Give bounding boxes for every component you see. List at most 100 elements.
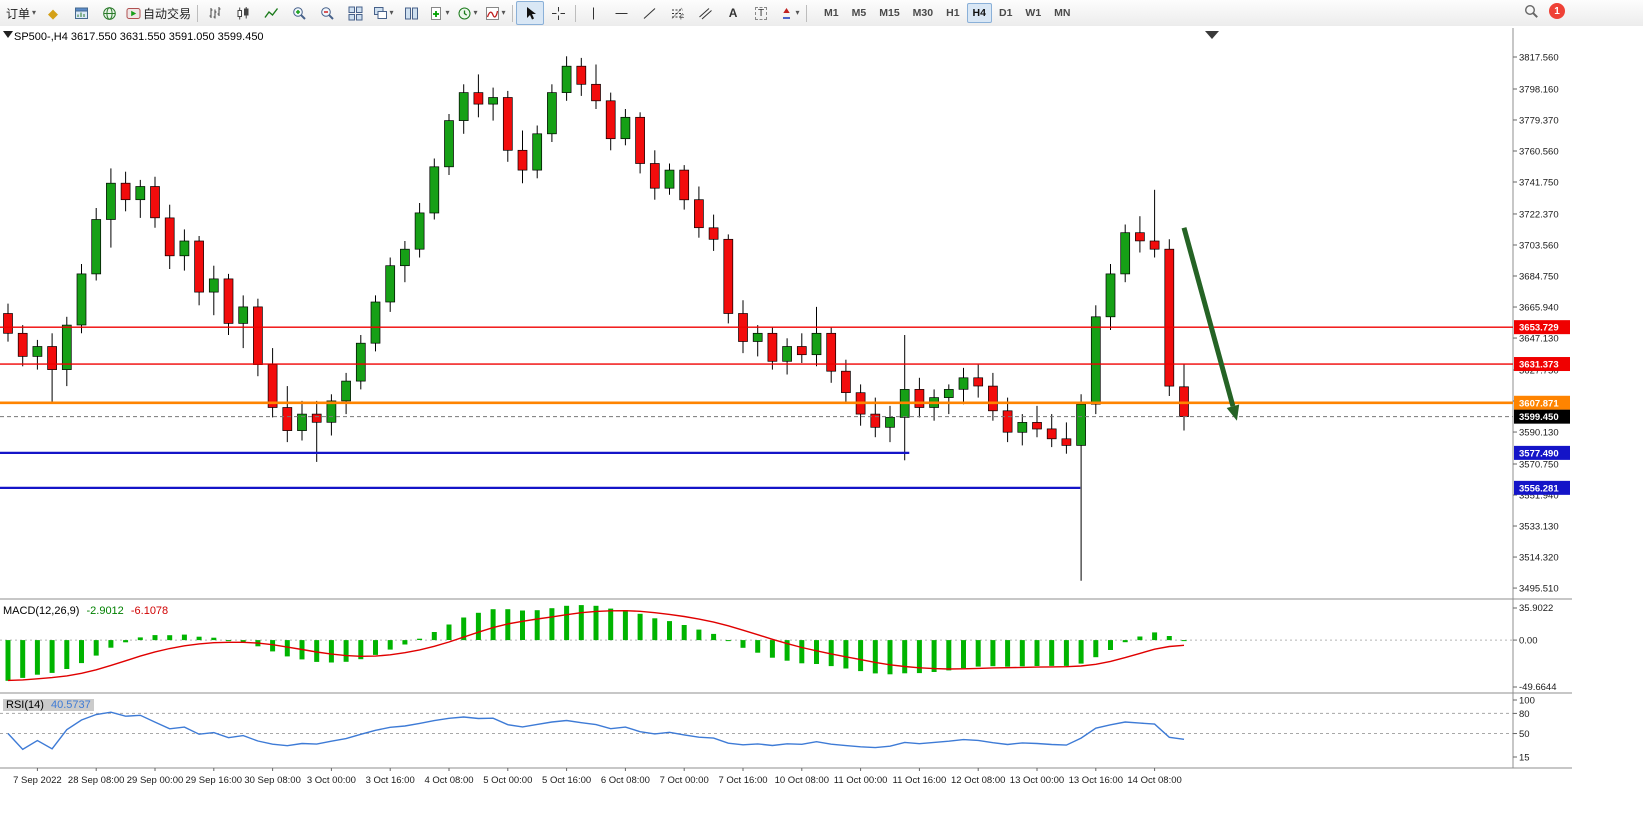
channel-button[interactable] <box>691 1 719 25</box>
clock-icon <box>458 7 471 19</box>
svg-text:5 Oct 16:00: 5 Oct 16:00 <box>542 775 591 786</box>
crosshair-icon <box>551 6 565 20</box>
svg-text:3647.130: 3647.130 <box>1519 334 1559 345</box>
caret-down-icon: ▾ <box>389 8 394 17</box>
svg-text:3722.370: 3722.370 <box>1519 209 1559 220</box>
svg-text:11 Oct 16:00: 11 Oct 16:00 <box>893 775 947 786</box>
cursor-button[interactable] <box>516 1 545 25</box>
indicators-button[interactable]: ▾ <box>481 1 509 25</box>
zoom-in-icon <box>292 6 306 20</box>
tile-vertical-button[interactable] <box>397 1 425 25</box>
svg-text:3665.940: 3665.940 <box>1519 303 1559 314</box>
cascade-windows-button[interactable]: ▾ <box>369 1 397 25</box>
tile-windows-button[interactable] <box>341 1 369 25</box>
time-axis[interactable]: 7 Sep 2022 28 Sep 08:00 29 Sep 00:00 29 Sep… <box>13 768 1182 786</box>
zoom-in-button[interactable] <box>285 1 313 25</box>
toolbar-separator <box>806 4 808 22</box>
candlestick-chart-button[interactable] <box>229 1 257 25</box>
fibonacci-button[interactable]: F <box>663 1 691 25</box>
timeframe-h4[interactable]: H4 <box>966 3 992 23</box>
chart-area[interactable]: 3817.560 3798.160 3779.370 3760.560 3741.750… <box>0 26 1643 821</box>
clock-button[interactable]: ▾ <box>453 1 481 25</box>
svg-text:4 Oct 08:00: 4 Oct 08:00 <box>424 775 473 786</box>
svg-text:3 Oct 16:00: 3 Oct 16:00 <box>366 775 415 786</box>
svg-text:7 Oct 16:00: 7 Oct 16:00 <box>718 775 767 786</box>
macd-main-value: -2.9012 <box>86 605 124 617</box>
globe-icon <box>102 6 116 20</box>
down-arrow-object[interactable] <box>1181 227 1240 421</box>
line-chart-icon <box>263 7 278 18</box>
macd-signal-value: -6.1078 <box>130 605 169 617</box>
timeframe-h1[interactable]: H1 <box>946 7 960 19</box>
market-watch-button[interactable] <box>95 1 123 25</box>
chart-shift-marker[interactable] <box>1205 31 1219 39</box>
zoom-out-icon <box>320 6 334 20</box>
timeframe-m30[interactable]: M30 <box>912 7 934 19</box>
orders-button[interactable]: 订单 ▾ <box>3 1 39 25</box>
line-chart-button[interactable] <box>257 1 285 25</box>
notification-badge[interactable]: 1 <box>1549 3 1565 19</box>
svg-text:29 Sep 16:00: 29 Sep 16:00 <box>186 775 243 786</box>
zoom-out-button[interactable] <box>313 1 341 25</box>
toolbar-separator <box>575 4 577 22</box>
candlestick-icon <box>237 6 249 19</box>
svg-text:10 Oct 08:00: 10 Oct 08:00 <box>775 775 829 786</box>
macd-indicator-label: MACD(12,26,9) -2.9012 -6.1078 <box>3 605 168 617</box>
svg-text:3514.320: 3514.320 <box>1519 553 1559 564</box>
svg-text:13 Oct 00:00: 13 Oct 00:00 <box>1010 775 1064 786</box>
svg-text:50: 50 <box>1519 729 1530 740</box>
timeframe-w1[interactable]: W1 <box>1025 7 1042 19</box>
arrows-button[interactable]: ▾ <box>775 1 803 25</box>
autotrading-icon <box>126 7 141 19</box>
svg-text:3590.130: 3590.130 <box>1519 428 1559 439</box>
macd-name: MACD(12,26,9) <box>3 605 80 617</box>
text-button[interactable]: A <box>719 1 747 25</box>
svg-text:3551.940: 3551.940 <box>1519 491 1559 502</box>
timeframe-m1[interactable]: M1 <box>824 7 839 19</box>
rsi-line <box>7 711 1185 751</box>
rsi-indicator-label: RSI(14) 40.5737 <box>3 699 94 711</box>
one-click-trading-toggle[interactable] <box>3 31 13 38</box>
svg-text:-49.6644: -49.6644 <box>1519 682 1557 693</box>
svg-text:3779.370: 3779.370 <box>1519 115 1559 126</box>
autotrading-button[interactable]: 自动交易 <box>123 1 194 25</box>
channel-icon <box>698 7 712 19</box>
svg-text:5 Oct 00:00: 5 Oct 00:00 <box>483 775 532 786</box>
svg-text:80: 80 <box>1519 709 1530 720</box>
timeframe-m15[interactable]: M15 <box>879 7 900 19</box>
bar-chart-button[interactable] <box>201 1 229 25</box>
timeframe-mn[interactable]: MN <box>1054 7 1071 19</box>
timeframe-m5[interactable]: M5 <box>851 7 867 19</box>
macd-signal-line <box>7 609 1185 682</box>
svg-text:11 Oct 00:00: 11 Oct 00:00 <box>834 775 888 786</box>
svg-text:3631.373: 3631.373 <box>1519 360 1559 371</box>
svg-text:3798.160: 3798.160 <box>1519 84 1559 95</box>
candles <box>3 56 1189 581</box>
new-order-button[interactable]: ▾ <box>425 1 453 25</box>
svg-text:3653.729: 3653.729 <box>1519 323 1559 334</box>
price-tags[interactable]: 3653.729 3631.373 3607.871 3577.490 3556.281… <box>1514 320 1570 495</box>
rsi-name: RSI(14) <box>6 699 44 711</box>
vertical-line-icon <box>592 7 594 19</box>
svg-text:3741.750: 3741.750 <box>1519 178 1559 189</box>
crosshair-button[interactable] <box>544 1 572 25</box>
horizontal-line-button[interactable] <box>607 1 635 25</box>
toolbar-right-group: 1 <box>1524 3 1565 19</box>
symbol-ohlc-label: SP500-,H4 3617.550 3631.550 3591.050 359… <box>14 31 264 43</box>
svg-text:3570.750: 3570.750 <box>1519 459 1559 470</box>
market-button[interactable]: ◆ <box>39 1 67 25</box>
chart-canvas[interactable]: 3817.560 3798.160 3779.370 3760.560 3741.750… <box>0 26 1643 821</box>
svg-text:7 Oct 00:00: 7 Oct 00:00 <box>660 775 709 786</box>
label-button[interactable]: T <box>747 1 775 25</box>
trendline-button[interactable] <box>635 1 663 25</box>
search-icon[interactable] <box>1524 4 1539 19</box>
timeframe-d1[interactable]: D1 <box>998 7 1013 19</box>
caret-down-icon: ▾ <box>32 8 37 17</box>
vertical-line-button[interactable] <box>579 1 607 25</box>
svg-text:7 Sep 2022: 7 Sep 2022 <box>13 775 62 786</box>
arrows-icon <box>782 7 790 19</box>
trendline-icon <box>643 7 655 19</box>
new-chart-button[interactable] <box>67 1 95 25</box>
macd-histogram <box>5 605 1187 681</box>
caret-down-icon: ▾ <box>445 8 450 17</box>
